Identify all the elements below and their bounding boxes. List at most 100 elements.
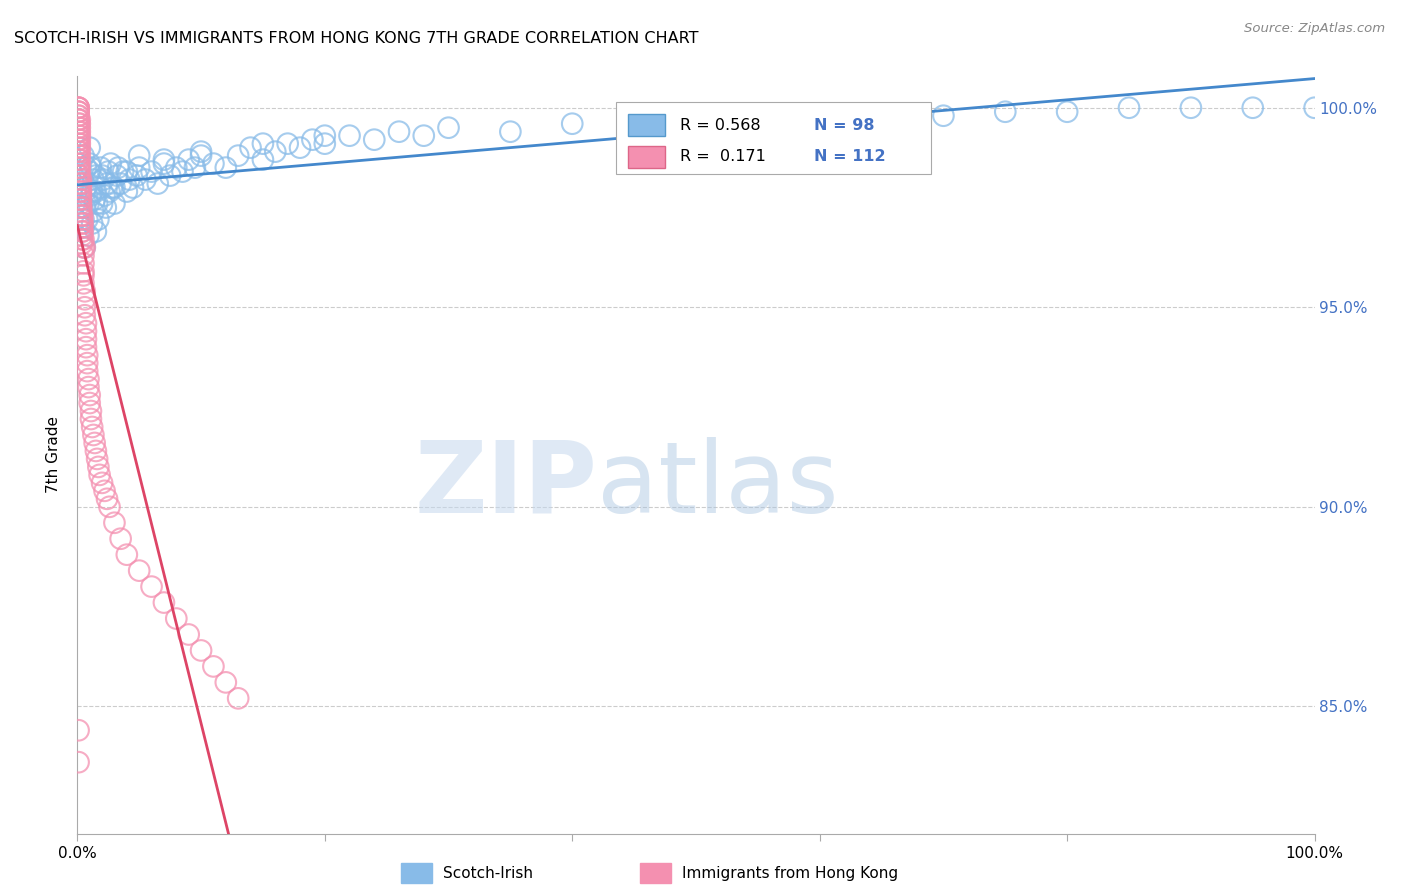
Point xyxy=(1180,101,1202,115)
Point xyxy=(107,161,129,175)
Point xyxy=(115,185,138,199)
Point xyxy=(314,136,336,151)
Point xyxy=(87,459,110,474)
Point xyxy=(190,148,212,162)
Point xyxy=(91,172,114,186)
Point xyxy=(73,240,96,254)
Point xyxy=(165,611,187,625)
Point xyxy=(72,236,94,251)
Point xyxy=(159,169,181,183)
Point xyxy=(77,228,100,243)
Point xyxy=(1303,101,1326,115)
Point xyxy=(80,404,103,418)
Point xyxy=(215,161,238,175)
Point xyxy=(388,125,411,139)
Point xyxy=(67,145,90,159)
Point xyxy=(75,324,97,338)
Point xyxy=(77,196,100,211)
Point xyxy=(153,596,176,610)
Point xyxy=(685,112,707,127)
Point xyxy=(67,112,90,127)
Point xyxy=(72,212,94,227)
Point xyxy=(105,169,128,183)
Point xyxy=(67,723,90,738)
Point xyxy=(67,153,90,167)
Point xyxy=(128,564,150,578)
Point xyxy=(134,172,156,186)
Point xyxy=(69,125,91,139)
Point xyxy=(75,180,97,194)
Point xyxy=(153,156,176,170)
Point xyxy=(75,332,97,346)
Point xyxy=(747,117,769,131)
Point xyxy=(103,516,125,530)
Text: R =  0.171: R = 0.171 xyxy=(681,150,766,164)
Point xyxy=(96,491,118,506)
Point xyxy=(67,109,90,123)
Point xyxy=(80,161,103,175)
Point xyxy=(125,169,148,183)
Point xyxy=(72,256,94,270)
Point xyxy=(264,145,287,159)
Point xyxy=(72,217,94,231)
Point xyxy=(69,120,91,135)
Point xyxy=(122,180,145,194)
Point xyxy=(215,675,238,690)
Point xyxy=(89,180,111,194)
Point xyxy=(69,117,91,131)
Point xyxy=(72,232,94,246)
Point xyxy=(84,185,107,199)
Point xyxy=(72,220,94,235)
Text: Immigrants from Hong Kong: Immigrants from Hong Kong xyxy=(682,866,898,880)
Point xyxy=(288,141,311,155)
Point xyxy=(72,277,94,291)
Text: N = 112: N = 112 xyxy=(814,150,886,164)
Point xyxy=(67,128,90,143)
Point xyxy=(67,101,90,115)
Text: R = 0.568: R = 0.568 xyxy=(681,118,761,133)
Point xyxy=(73,300,96,314)
Point xyxy=(994,104,1017,119)
Point xyxy=(89,467,111,482)
Point xyxy=(73,285,96,299)
Point xyxy=(77,372,100,386)
Point xyxy=(103,196,125,211)
Point xyxy=(141,580,163,594)
Point xyxy=(86,451,108,466)
Point xyxy=(69,136,91,151)
Point xyxy=(101,180,124,194)
Point xyxy=(314,128,336,143)
Point xyxy=(67,148,90,162)
Point xyxy=(277,136,299,151)
Point xyxy=(70,201,93,215)
Point xyxy=(91,475,114,490)
Point xyxy=(69,112,91,127)
Point xyxy=(437,120,460,135)
Point xyxy=(1241,101,1264,115)
Point xyxy=(83,193,105,207)
Point xyxy=(69,156,91,170)
Point xyxy=(72,264,94,278)
Point xyxy=(77,380,100,394)
Point xyxy=(72,224,94,238)
Point xyxy=(67,104,90,119)
Point xyxy=(72,248,94,262)
Point xyxy=(70,204,93,219)
Point xyxy=(73,201,96,215)
Point xyxy=(73,293,96,307)
Point xyxy=(70,177,93,191)
Point xyxy=(72,228,94,243)
Point xyxy=(1056,104,1078,119)
Text: ZIP: ZIP xyxy=(415,437,598,533)
Point xyxy=(83,436,105,450)
Point xyxy=(190,145,212,159)
Point xyxy=(499,125,522,139)
Bar xyxy=(628,146,665,168)
Point xyxy=(70,172,93,186)
Point xyxy=(69,128,91,143)
Point xyxy=(82,217,104,231)
Point xyxy=(412,128,434,143)
Text: SCOTCH-IRISH VS IMMIGRANTS FROM HONG KONG 7TH GRADE CORRELATION CHART: SCOTCH-IRISH VS IMMIGRANTS FROM HONG KON… xyxy=(14,31,699,46)
Point xyxy=(69,193,91,207)
Point xyxy=(67,136,90,151)
